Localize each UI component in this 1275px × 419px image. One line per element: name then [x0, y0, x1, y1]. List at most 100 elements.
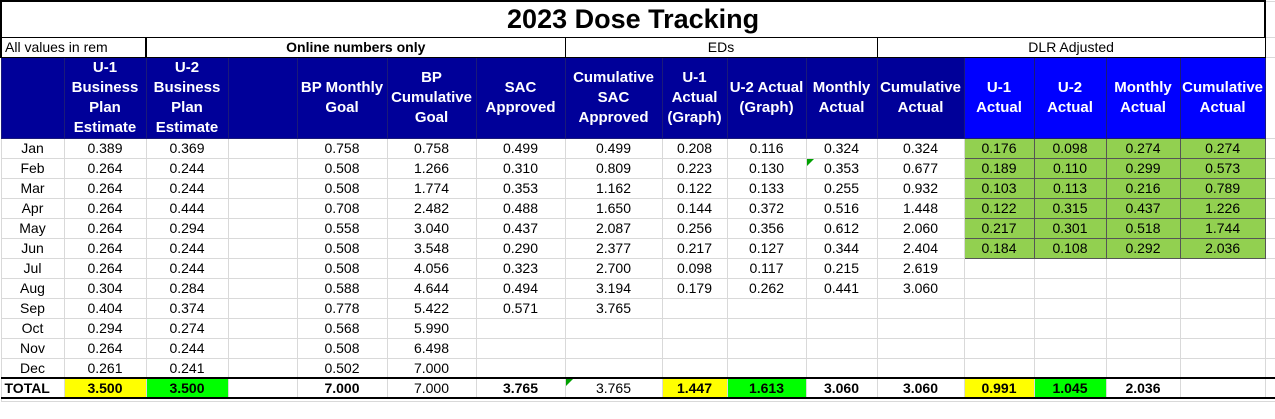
bp-monthly-cell[interactable]: 0.558: [296, 217, 388, 239]
bp-cumulative-cell[interactable]: 6.498: [386, 337, 477, 359]
sac-cell[interactable]: 0.290: [475, 237, 566, 259]
dlr-monthly-cell[interactable]: 0.518: [1105, 217, 1181, 239]
dlr-u1-cell[interactable]: [963, 337, 1035, 359]
total-bp-monthly[interactable]: 7.000: [296, 377, 388, 399]
u2-actual-cell[interactable]: [726, 357, 807, 379]
dlr-cumulative-cell[interactable]: 0.274: [1179, 137, 1266, 159]
bp-cumulative-cell[interactable]: 5.990: [386, 317, 477, 339]
dlr-monthly-cell[interactable]: 0.292: [1105, 237, 1181, 259]
bp-monthly-cell[interactable]: 0.758: [296, 137, 388, 159]
u1-actual-cell[interactable]: [661, 357, 728, 379]
u1-actual-cell[interactable]: 0.098: [661, 257, 728, 279]
bp-cumulative-cell[interactable]: 0.758: [386, 137, 477, 159]
total-dlr-cumulative[interactable]: [1179, 377, 1266, 399]
cumulative-actual-cell[interactable]: [876, 297, 965, 319]
u1-bp-cell[interactable]: 0.264: [63, 157, 147, 179]
u1-actual-cell[interactable]: 0.223: [661, 157, 728, 179]
spacer-cell[interactable]: [227, 137, 298, 159]
u1-actual-cell[interactable]: 0.256: [661, 217, 728, 239]
u2-actual-cell[interactable]: 0.372: [726, 197, 807, 219]
u1-actual-cell[interactable]: 0.208: [661, 137, 728, 159]
cumulative-sac-cell[interactable]: [564, 317, 663, 339]
u1-bp-cell[interactable]: 0.294: [63, 317, 147, 339]
bp-monthly-cell[interactable]: 0.502: [296, 357, 388, 379]
total-u1-bp[interactable]: 3.500: [63, 377, 147, 399]
total-u1-actual[interactable]: 1.447: [661, 377, 728, 399]
u2-bp-cell[interactable]: 0.444: [145, 197, 229, 219]
u1-bp-cell[interactable]: 0.389: [63, 137, 147, 159]
u2-actual-cell[interactable]: 0.356: [726, 217, 807, 239]
u2-actual-cell[interactable]: 0.127: [726, 237, 807, 259]
monthly-actual-cell[interactable]: [805, 317, 878, 339]
dlr-monthly-cell[interactable]: 0.216: [1105, 177, 1181, 199]
dlr-u2-cell[interactable]: 0.108: [1033, 237, 1107, 259]
u2-bp-cell[interactable]: 0.244: [145, 257, 229, 279]
monthly-actual-cell[interactable]: [805, 337, 878, 359]
u1-bp-cell[interactable]: 0.264: [63, 197, 147, 219]
total-label[interactable]: TOTAL: [0, 377, 65, 399]
dlr-u2-cell[interactable]: [1033, 357, 1107, 379]
total-monthly-actual[interactable]: 3.060: [805, 377, 878, 399]
u2-actual-cell[interactable]: 0.130: [726, 157, 807, 179]
bp-cumulative-cell[interactable]: 1.266: [386, 157, 477, 179]
cumulative-sac-cell[interactable]: 2.087: [564, 217, 663, 239]
u2-actual-cell[interactable]: [726, 297, 807, 319]
dlr-u1-cell[interactable]: 0.122: [963, 197, 1035, 219]
bp-monthly-cell[interactable]: 0.508: [296, 337, 388, 359]
u2-bp-cell[interactable]: 0.244: [145, 237, 229, 259]
u2-actual-cell[interactable]: 0.116: [726, 137, 807, 159]
spacer-cell[interactable]: [227, 317, 298, 339]
u1-bp-cell[interactable]: 0.404: [63, 297, 147, 319]
u2-bp-cell[interactable]: 0.244: [145, 337, 229, 359]
cumulative-actual-cell[interactable]: 3.060: [876, 277, 965, 299]
spacer-cell[interactable]: [227, 357, 298, 379]
u2-actual-cell[interactable]: [726, 317, 807, 339]
month-cell[interactable]: Nov: [0, 337, 65, 359]
monthly-actual-cell[interactable]: 0.516: [805, 197, 878, 219]
dlr-monthly-cell[interactable]: [1105, 357, 1181, 379]
dlr-cumulative-cell[interactable]: [1179, 257, 1266, 279]
cumulative-actual-cell[interactable]: 1.448: [876, 197, 965, 219]
cumulative-sac-cell[interactable]: 1.650: [564, 197, 663, 219]
bp-cumulative-cell[interactable]: 7.000: [386, 357, 477, 379]
dlr-u1-cell[interactable]: [963, 277, 1035, 299]
monthly-actual-cell[interactable]: [805, 357, 878, 379]
cumulative-actual-cell[interactable]: 2.060: [876, 217, 965, 239]
dlr-u1-cell[interactable]: [963, 297, 1035, 319]
spacer-cell[interactable]: [227, 277, 298, 299]
u2-bp-cell[interactable]: 0.284: [145, 277, 229, 299]
u1-actual-cell[interactable]: 0.179: [661, 277, 728, 299]
bp-cumulative-cell[interactable]: 5.422: [386, 297, 477, 319]
u1-bp-cell[interactable]: 0.264: [63, 337, 147, 359]
u1-bp-cell[interactable]: 0.264: [63, 177, 147, 199]
cumulative-actual-cell[interactable]: 2.404: [876, 237, 965, 259]
u1-actual-cell[interactable]: 0.144: [661, 197, 728, 219]
u1-actual-cell[interactable]: [661, 317, 728, 339]
u1-actual-cell[interactable]: [661, 297, 728, 319]
dlr-monthly-cell[interactable]: 0.274: [1105, 137, 1181, 159]
dlr-u2-cell[interactable]: 0.110: [1033, 157, 1107, 179]
cumulative-actual-cell[interactable]: 2.619: [876, 257, 965, 279]
cumulative-sac-cell[interactable]: 0.499: [564, 137, 663, 159]
sac-cell[interactable]: [475, 317, 566, 339]
dlr-cumulative-cell[interactable]: 1.744: [1179, 217, 1266, 239]
sac-cell[interactable]: 0.310: [475, 157, 566, 179]
bp-monthly-cell[interactable]: 0.708: [296, 197, 388, 219]
dlr-u2-cell[interactable]: 0.098: [1033, 137, 1107, 159]
dlr-monthly-cell[interactable]: [1105, 317, 1181, 339]
u2-bp-cell[interactable]: 0.274: [145, 317, 229, 339]
dlr-u1-cell[interactable]: 0.184: [963, 237, 1035, 259]
bp-cumulative-cell[interactable]: 3.040: [386, 217, 477, 239]
total-u2-bp[interactable]: 3.500: [145, 377, 229, 399]
u2-actual-cell[interactable]: 0.133: [726, 177, 807, 199]
dlr-cumulative-cell[interactable]: [1179, 357, 1266, 379]
bp-monthly-cell[interactable]: 0.508: [296, 157, 388, 179]
spacer-cell[interactable]: [227, 237, 298, 259]
dlr-u1-cell[interactable]: [963, 357, 1035, 379]
u1-actual-cell[interactable]: 0.217: [661, 237, 728, 259]
sac-cell[interactable]: 0.353: [475, 177, 566, 199]
u2-bp-cell[interactable]: 0.241: [145, 357, 229, 379]
sac-cell[interactable]: 0.571: [475, 297, 566, 319]
cumulative-sac-cell[interactable]: 2.700: [564, 257, 663, 279]
month-cell[interactable]: Jun: [0, 237, 65, 259]
